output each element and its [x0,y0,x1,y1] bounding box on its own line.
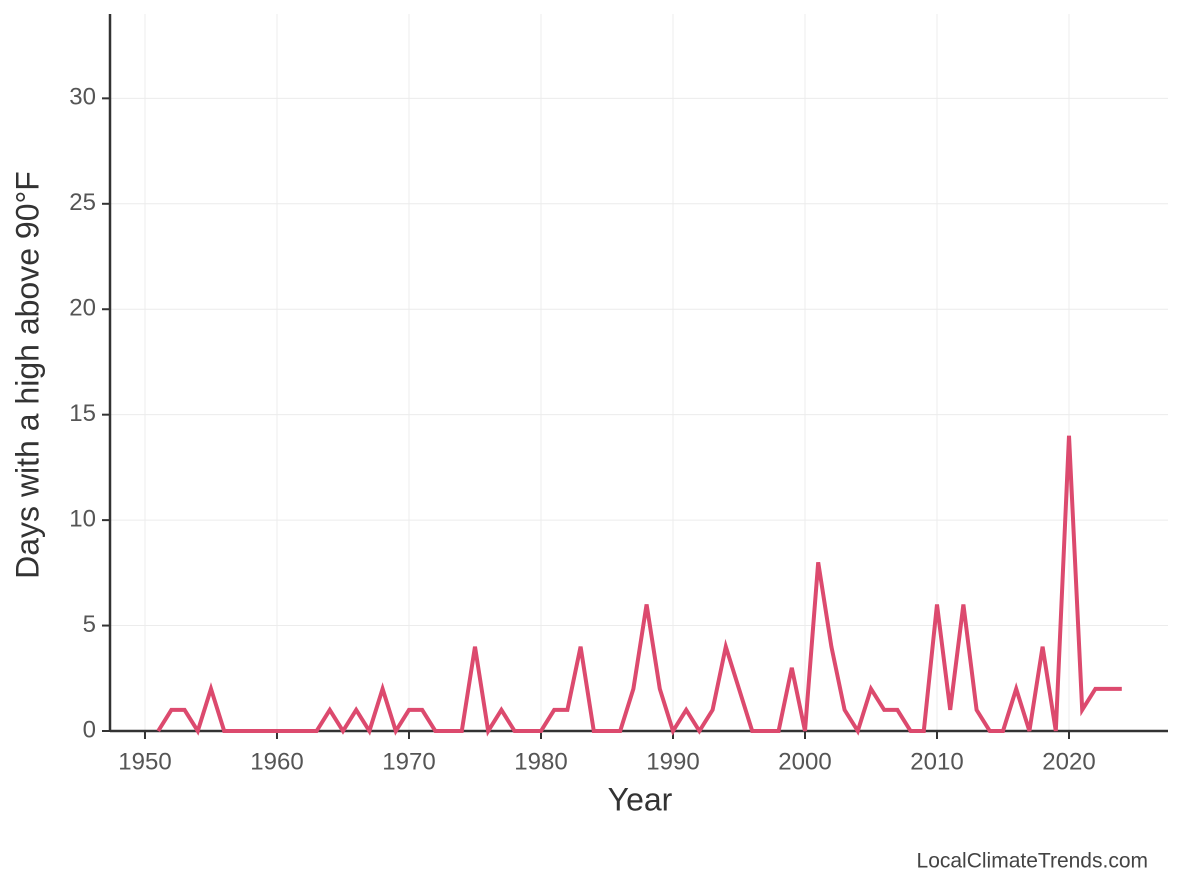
x-tick-label: 2000 [778,748,831,775]
y-tick-label: 30 [69,84,96,111]
y-tick-label: 0 [83,716,96,743]
y-tick-label: 5 [83,611,96,638]
x-tick-label: 1990 [646,748,699,775]
credit: LocalClimateTrends.com [917,850,1148,873]
y-tick-label: 15 [69,400,96,427]
y-axis-label: Days with a high above 90°F [9,171,45,579]
x-tick-label: 1980 [514,748,567,775]
y-tick-label: 25 [69,189,96,216]
x-tick-label: 2010 [910,748,963,775]
x-tick-label: 2020 [1042,748,1095,775]
y-tick-label: 10 [69,505,96,532]
x-tick-label: 1960 [250,748,303,775]
x-tick-label: 1950 [118,748,171,775]
x-tick-label: 1970 [382,748,435,775]
y-tick-label: 20 [69,295,96,322]
x-axis-label: Year [608,781,673,817]
line [156,435,1122,737]
